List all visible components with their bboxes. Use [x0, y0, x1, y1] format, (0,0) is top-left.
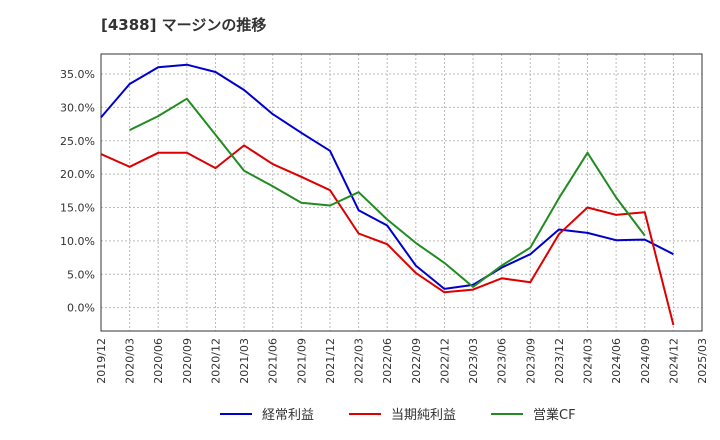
x-tick-label: 2022/06	[381, 338, 394, 384]
chart-title: [4388] マージンの推移	[101, 16, 267, 34]
legend[interactable]: 経常利益 当期純利益 営業CF	[220, 407, 576, 423]
grid-layer	[100, 54, 703, 331]
x-tick-label: 2023/12	[553, 338, 566, 384]
y-tick-labels: 0.0% 5.0% 10.0% 15.0% 20.0% 25.0% 30.0% 35.0%	[60, 68, 95, 315]
x-tick-label: 2022/09	[410, 338, 423, 384]
x-tick-label: 2022/12	[438, 338, 451, 384]
x-tick-label: 2020/06	[152, 338, 165, 384]
x-tick-label: 2022/03	[353, 338, 366, 384]
y-tick-label: 15.0%	[60, 202, 95, 215]
series-layer	[100, 63, 675, 326]
y-tick-label: 25.0%	[60, 135, 95, 148]
y-tick-label: 30.0%	[60, 101, 95, 114]
y-tick-label: 5.0%	[67, 268, 95, 281]
series-line-2	[129, 97, 646, 288]
legend-label-2[interactable]: 営業CF	[533, 407, 576, 423]
y-tick-label: 10.0%	[60, 235, 95, 248]
series-line-0	[100, 63, 674, 290]
x-tick-label: 2021/09	[295, 338, 308, 384]
x-tick-label: 2020/12	[209, 338, 222, 384]
x-tick-label: 2021/03	[238, 338, 251, 384]
y-tick-label: 35.0%	[60, 68, 95, 81]
x-tick-label: 2023/09	[524, 338, 537, 384]
x-tick-label: 2023/03	[467, 338, 480, 384]
x-tick-label: 2020/03	[124, 338, 137, 384]
series-line-1	[100, 144, 675, 326]
y-tick-label: 20.0%	[60, 168, 95, 181]
x-tick-label: 2024/09	[639, 338, 652, 384]
x-tick-label: 2021/06	[267, 338, 280, 384]
x-tick-label: 2024/06	[610, 338, 623, 384]
x-tick-label: 2019/12	[95, 338, 108, 384]
x-tick-label: 2021/12	[324, 338, 337, 384]
x-tick-label: 2024/12	[667, 338, 680, 384]
plot-frame	[100, 53, 703, 332]
x-tick-label: 2020/09	[181, 338, 194, 384]
y-tick-label: 0.0%	[67, 302, 95, 315]
x-tick-label: 2023/06	[496, 338, 509, 384]
legend-label-0[interactable]: 経常利益	[262, 408, 314, 423]
x-tick-label: 2024/03	[582, 338, 595, 384]
legend-label-1[interactable]: 当期純利益	[391, 408, 456, 423]
x-tick-labels: 2019/12 2020/03 2020/06 2020/09 2020/12 2021/…	[95, 338, 709, 384]
x-tick-label: 2025/03	[696, 338, 709, 384]
